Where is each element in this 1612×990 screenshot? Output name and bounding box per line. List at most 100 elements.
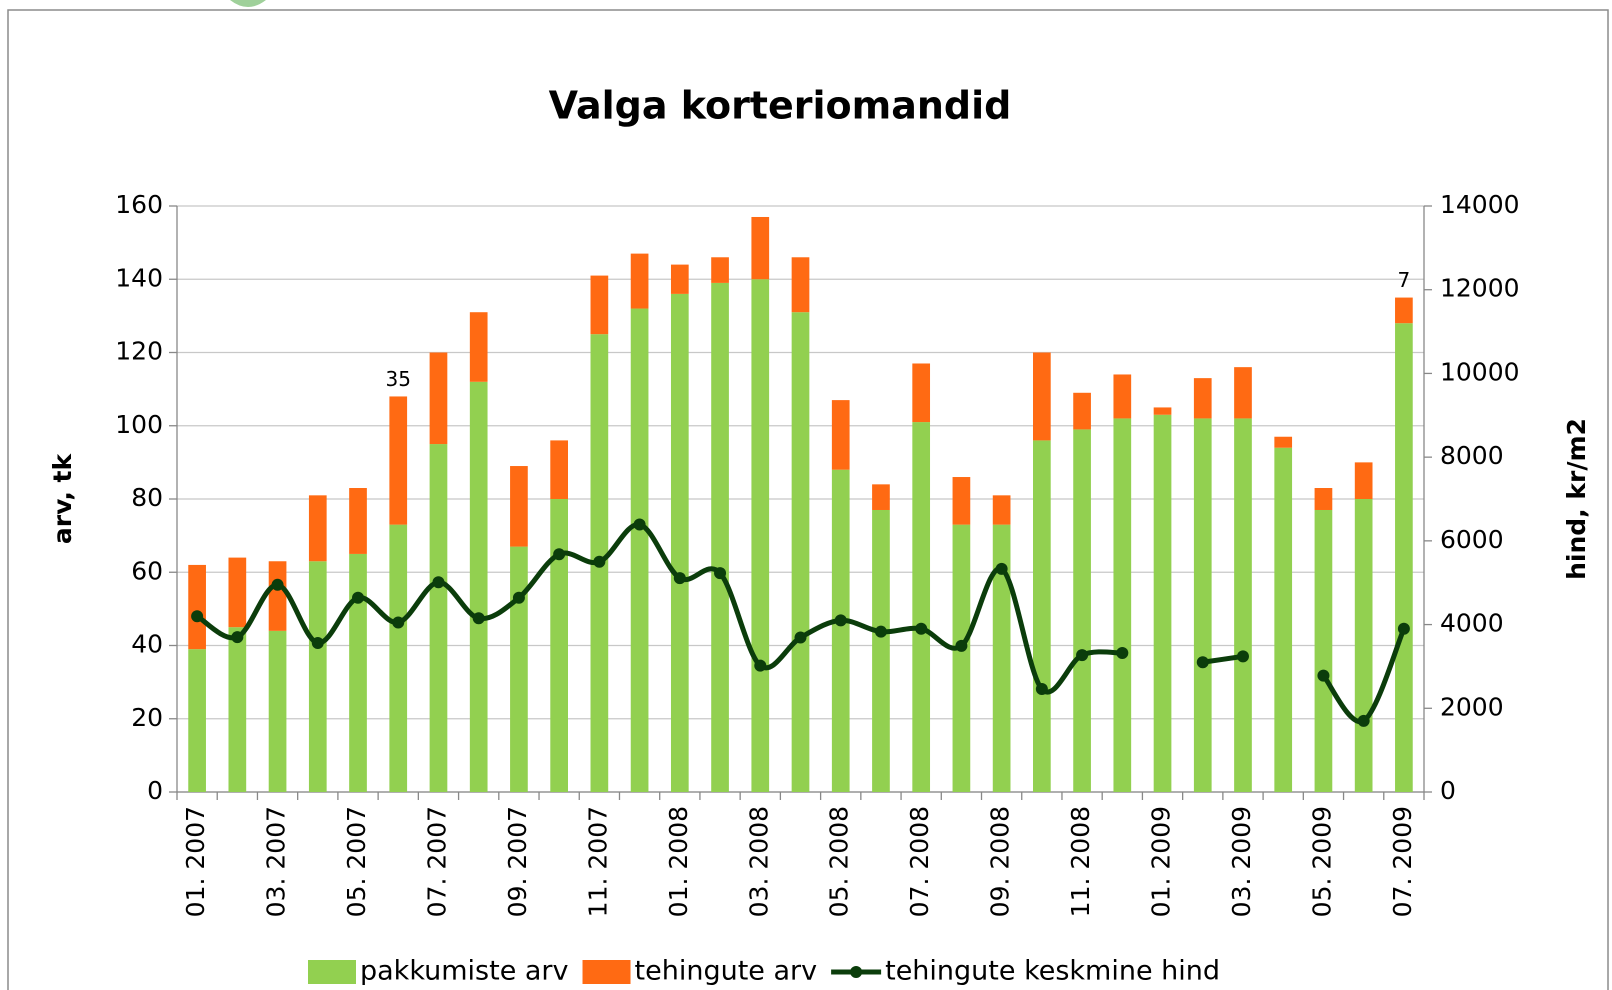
y2-tick-label: 14000 xyxy=(1440,190,1520,219)
line-point xyxy=(915,622,928,635)
bar-segment xyxy=(872,509,890,792)
bar-segment xyxy=(1274,447,1293,792)
bar-segment xyxy=(872,484,890,510)
bar-segment xyxy=(1113,418,1132,792)
legend-swatch-point xyxy=(850,966,863,978)
bar-segment xyxy=(831,469,850,792)
line-point xyxy=(432,576,445,589)
x-tick-label: 05. 2009 xyxy=(1307,806,1336,917)
bar-segment xyxy=(1193,378,1212,419)
bar-segment xyxy=(1354,462,1373,499)
line-point xyxy=(955,639,968,652)
bar-segment xyxy=(1033,352,1051,441)
bar-segment xyxy=(791,257,810,313)
x-tick-label: 03. 2008 xyxy=(744,806,773,917)
bar-segment xyxy=(670,264,689,294)
line-point xyxy=(1397,622,1410,635)
bar-segment xyxy=(1153,414,1172,792)
y2-tick-label: 10000 xyxy=(1440,357,1520,386)
bar-segment xyxy=(751,279,770,792)
bar-segment xyxy=(188,564,206,650)
line-point xyxy=(794,631,807,644)
legend-swatch xyxy=(308,960,356,984)
line-point xyxy=(1076,649,1089,662)
bar-segment xyxy=(1234,367,1252,419)
bar-segment xyxy=(711,282,729,792)
x-tick-label: 01. 2009 xyxy=(1147,806,1176,917)
bar-segment xyxy=(550,499,568,792)
line-point xyxy=(352,591,365,604)
y2-tick-label: 6000 xyxy=(1440,525,1504,554)
bar-segment xyxy=(1153,407,1172,415)
y-tick-label: 140 xyxy=(115,263,163,292)
bar-segment xyxy=(1193,418,1212,792)
bar-segment xyxy=(1073,429,1091,792)
bar-segment xyxy=(711,257,729,283)
bar-segment xyxy=(1395,323,1413,792)
bar-segment xyxy=(1033,440,1051,792)
bar-segment xyxy=(1234,418,1252,792)
bar-segment xyxy=(1113,374,1132,419)
legend-label: tehingute arv xyxy=(635,956,818,987)
y-tick-label: 20 xyxy=(131,703,163,732)
bar-segment xyxy=(1354,499,1373,792)
x-tick-label: 03. 2007 xyxy=(262,806,291,917)
bar-segment xyxy=(992,495,1011,525)
line-point xyxy=(1196,656,1209,669)
bar-segment xyxy=(228,627,247,792)
line-point xyxy=(1357,714,1370,727)
bar-segment xyxy=(912,363,931,423)
bar-segment xyxy=(1314,509,1333,792)
bar-segment xyxy=(992,524,1011,792)
bar-segment xyxy=(952,477,971,525)
line-point xyxy=(1317,669,1330,682)
y-tick-label: 100 xyxy=(115,410,163,439)
x-tick-label: 11. 2007 xyxy=(583,806,612,917)
bar-segment xyxy=(228,557,247,628)
y2-tick-label: 12000 xyxy=(1440,274,1520,303)
x-tick-label: 01. 2007 xyxy=(181,806,210,917)
y-tick-label: 80 xyxy=(131,483,163,512)
line-point xyxy=(1035,683,1048,696)
bar-segment xyxy=(912,422,931,792)
x-tick-label: 01. 2008 xyxy=(664,806,693,917)
bar-segment xyxy=(469,381,488,792)
line-point xyxy=(874,625,887,638)
line-point xyxy=(472,612,485,625)
line-point xyxy=(392,616,405,629)
bar-segment xyxy=(550,440,568,499)
logo-fragment xyxy=(230,0,266,7)
bar-segment xyxy=(268,630,287,792)
y2-tick-label: 0 xyxy=(1440,776,1456,805)
x-tick-label: 05. 2007 xyxy=(342,806,371,917)
y-axis-title: arv, tk xyxy=(48,453,77,545)
line-point xyxy=(633,518,646,531)
chart-title: Valga korteriomandid xyxy=(549,84,1012,128)
y-tick-label: 160 xyxy=(115,190,163,219)
x-tick-label: 09. 2008 xyxy=(986,806,1015,917)
bar-segment xyxy=(1073,392,1091,430)
line-point xyxy=(593,555,606,568)
line-point xyxy=(834,614,847,627)
data-label: 7 xyxy=(1398,268,1411,292)
bar-segment xyxy=(1314,488,1333,510)
x-tick-label: 05. 2008 xyxy=(825,806,854,917)
x-tick-label: 07. 2007 xyxy=(422,806,451,917)
line-point xyxy=(673,572,686,585)
bar-segment xyxy=(1395,297,1413,324)
y2-tick-label: 4000 xyxy=(1440,609,1504,638)
x-tick-label: 03. 2009 xyxy=(1227,806,1256,917)
bar-segment xyxy=(1274,436,1293,448)
bar-segment xyxy=(389,396,408,525)
data-label: 35 xyxy=(386,367,411,391)
line-point xyxy=(553,548,566,561)
y2-tick-label: 8000 xyxy=(1440,441,1504,470)
bar-segment xyxy=(429,352,448,445)
line-point xyxy=(512,591,525,604)
y-tick-label: 60 xyxy=(131,556,163,585)
bar-segment xyxy=(308,495,327,562)
bar-segment xyxy=(349,553,367,792)
legend-label: tehingute keskmine hind xyxy=(885,956,1220,987)
x-tick-label: 09. 2007 xyxy=(503,806,532,917)
